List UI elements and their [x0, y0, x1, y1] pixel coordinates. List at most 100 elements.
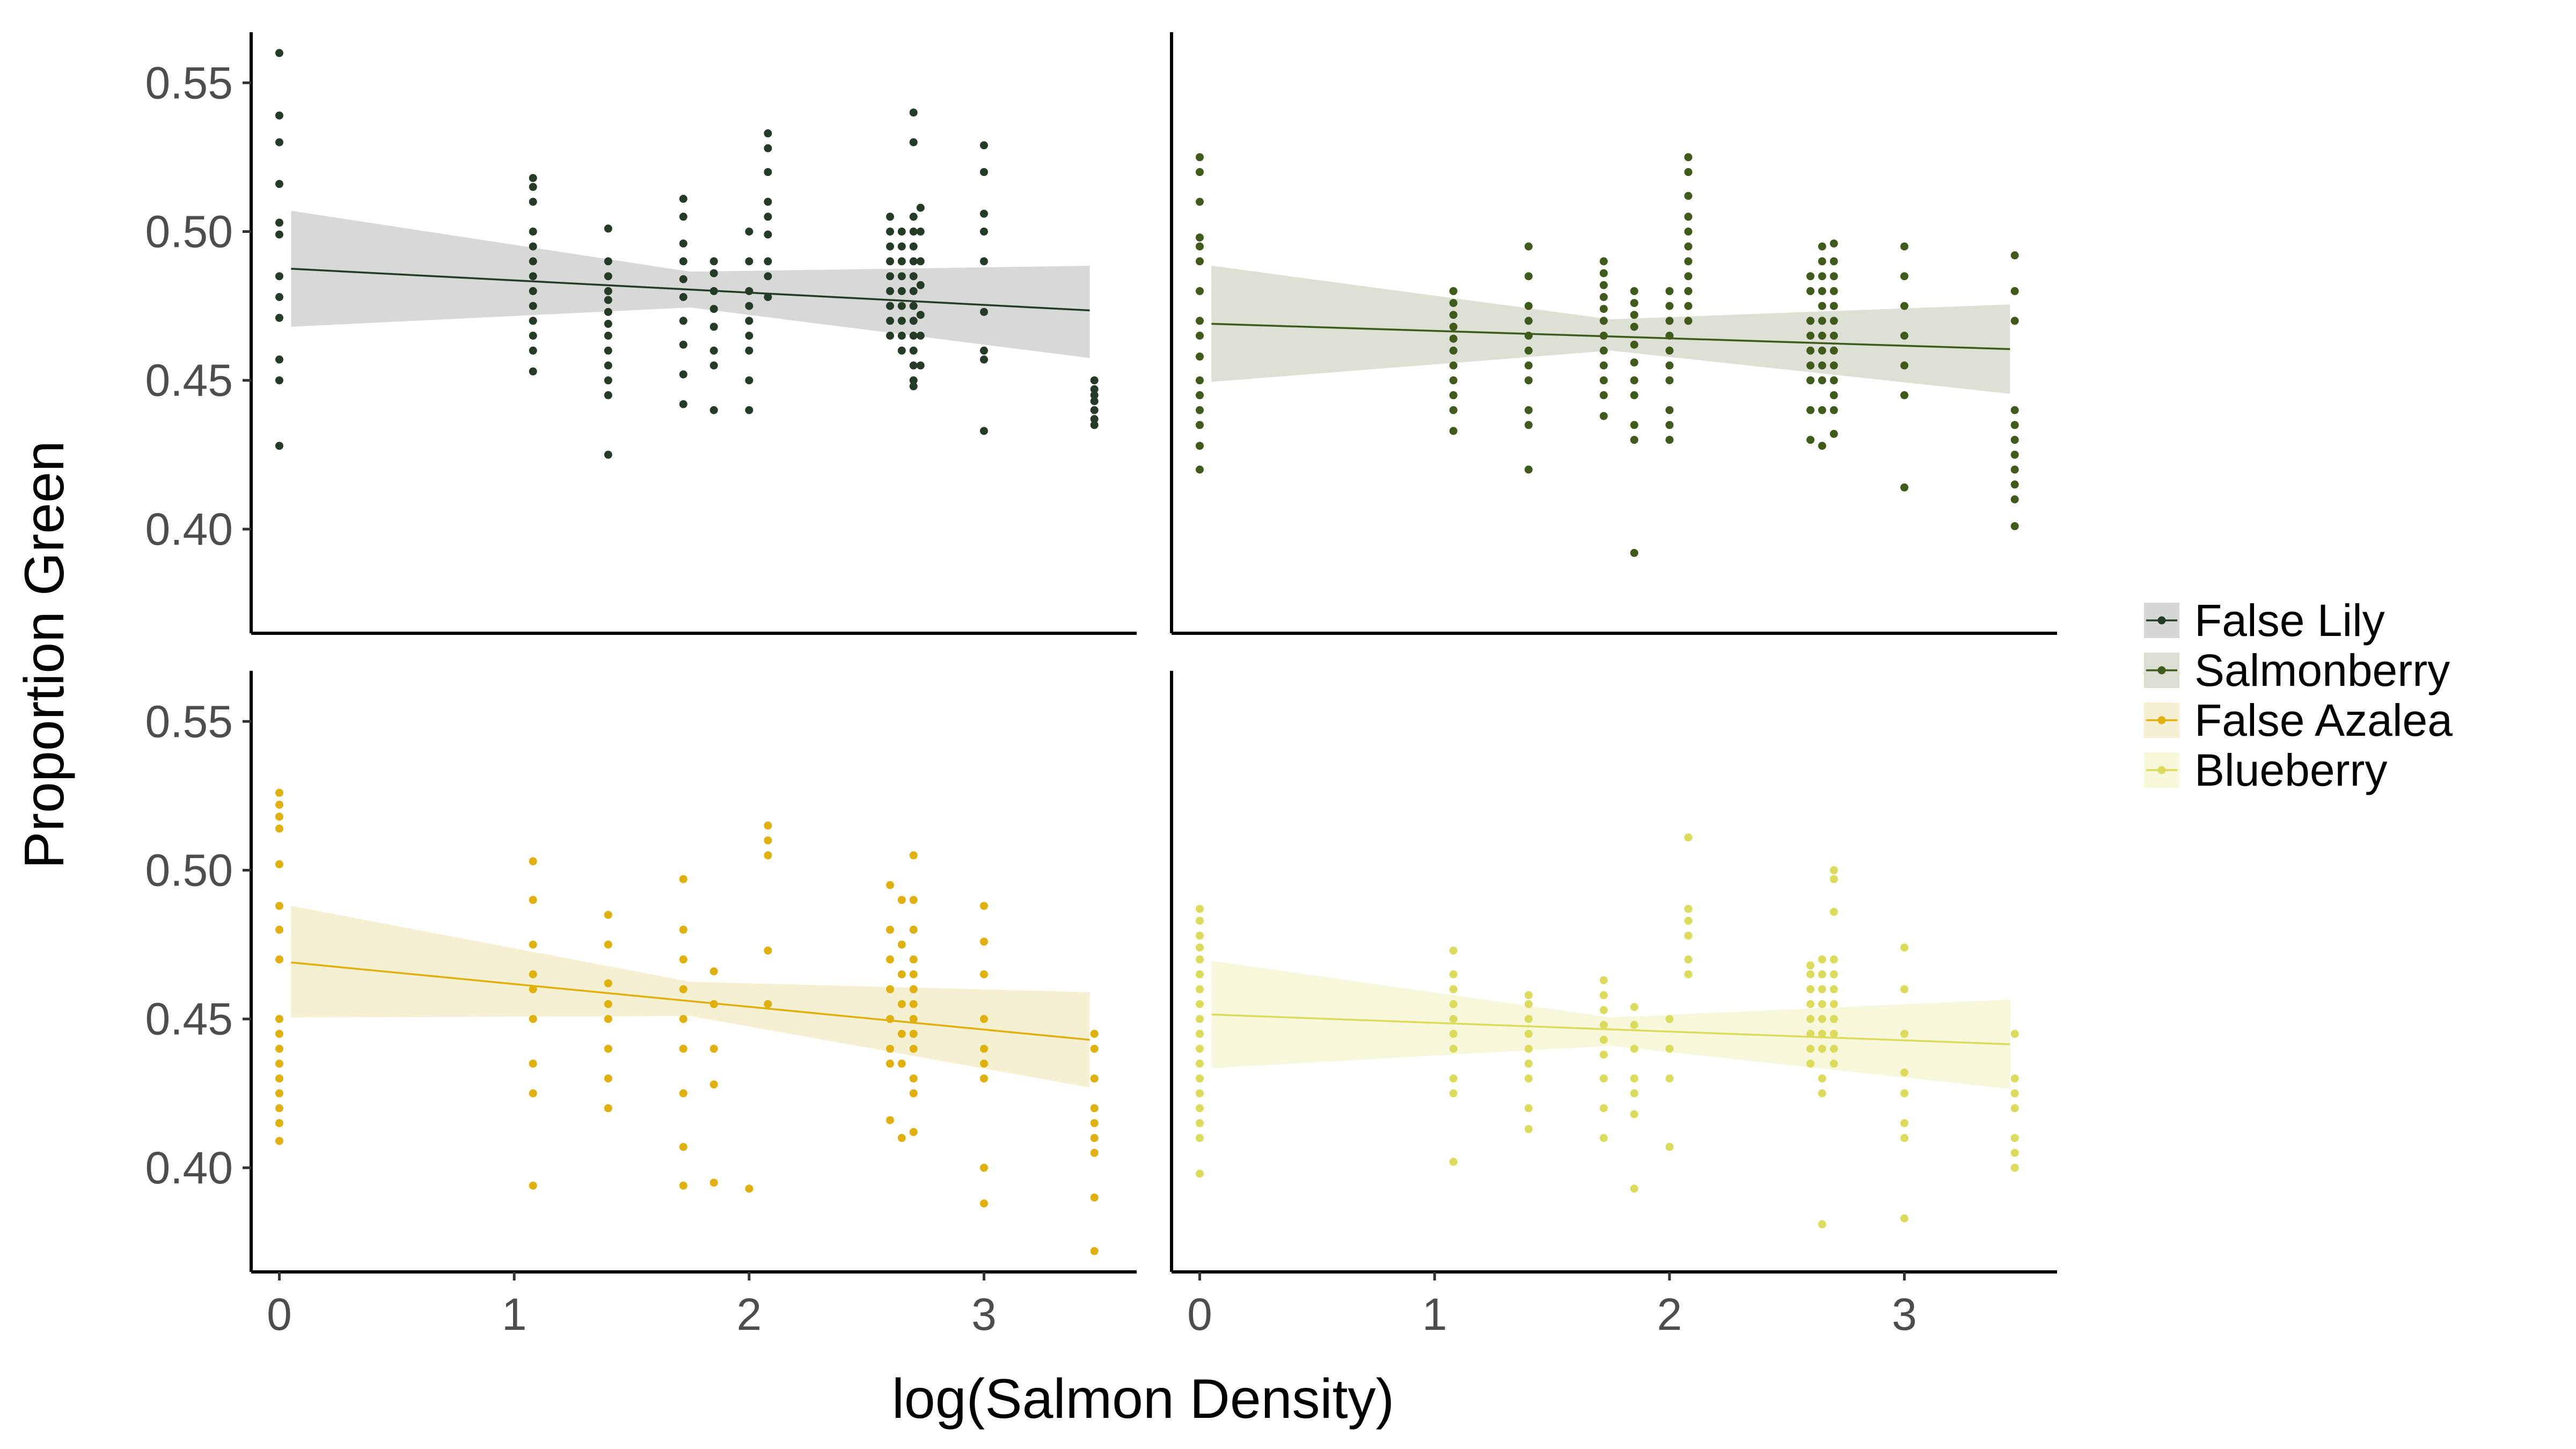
- data-point: [1524, 465, 1533, 474]
- data-point: [529, 287, 537, 295]
- data-point: [604, 346, 612, 355]
- y-tick-label: 0.45: [145, 994, 233, 1044]
- axes: 0.40 0.45 0.50 0.55 0.40 0.45 0.50 0.55 0 1 2 3 0 1 2 3: [145, 32, 2057, 1340]
- data-point: [886, 1015, 894, 1023]
- data-point: [709, 346, 718, 355]
- data-point: [886, 317, 894, 325]
- data-point: [604, 450, 612, 459]
- data-point: [1599, 361, 1608, 370]
- y-tick-label: 0.55: [145, 57, 233, 108]
- data-point: [2010, 522, 2019, 530]
- data-point: [529, 242, 537, 251]
- data-point: [275, 902, 283, 910]
- data-point: [275, 1074, 283, 1083]
- data-point: [1599, 257, 1608, 266]
- data-point: [1090, 421, 1099, 429]
- data-point: [529, 228, 537, 236]
- data-point: [1599, 293, 1608, 301]
- data-point: [275, 1059, 283, 1068]
- data-point: [604, 1000, 612, 1008]
- x-tick-label: 2: [736, 1289, 762, 1340]
- data-point: [897, 1000, 906, 1008]
- data-point: [2010, 1074, 2019, 1083]
- data-point: [1818, 1015, 1826, 1023]
- data-point: [1806, 376, 1814, 385]
- data-point: [1900, 1134, 1908, 1142]
- data-point: [980, 1015, 988, 1023]
- data-point: [1196, 376, 1204, 385]
- data-point: [275, 313, 283, 322]
- data-point: [1806, 346, 1814, 355]
- data-point: [679, 195, 687, 203]
- data-point: [1818, 985, 1826, 993]
- data-point: [1524, 346, 1533, 355]
- data-point: [1196, 317, 1204, 325]
- data-point: [1630, 421, 1638, 429]
- data-point: [745, 302, 753, 310]
- data-point: [886, 881, 894, 889]
- data-point: [679, 875, 687, 883]
- data-point: [2010, 480, 2019, 489]
- data-point: [1900, 483, 1908, 492]
- data-point: [909, 376, 918, 385]
- data-point: [1818, 970, 1826, 978]
- data-point: [1684, 257, 1693, 266]
- data-point: [886, 1044, 894, 1053]
- data-point: [1818, 346, 1826, 355]
- data-point: [275, 442, 283, 450]
- data-point: [1806, 1059, 1814, 1068]
- data-point: [886, 302, 894, 310]
- data-point: [909, 317, 918, 325]
- data-point: [897, 332, 906, 340]
- data-point: [909, 851, 918, 860]
- data-point: [1900, 242, 1908, 251]
- data-point: [1196, 1089, 1204, 1097]
- data-point: [1829, 346, 1838, 355]
- data-point: [1818, 442, 1826, 450]
- data-point: [1449, 970, 1458, 978]
- data-point: [1090, 1247, 1099, 1255]
- data-point: [1665, 436, 1674, 444]
- data-point: [1900, 272, 1908, 281]
- data-point: [1196, 1074, 1204, 1083]
- data-point: [1196, 955, 1204, 964]
- data-point: [1449, 1000, 1458, 1008]
- data-point: [980, 1059, 988, 1068]
- data-point: [1090, 1044, 1099, 1053]
- data-point: [709, 323, 718, 331]
- data-point: [980, 1199, 988, 1208]
- data-point: [1599, 281, 1608, 289]
- data-point: [1630, 1074, 1638, 1083]
- data-point: [679, 213, 687, 221]
- data-point: [1196, 233, 1204, 242]
- data-point: [275, 1029, 283, 1038]
- data-point: [275, 272, 283, 281]
- data-point: [897, 228, 906, 236]
- data-point: [909, 213, 918, 221]
- data-point: [1524, 1044, 1533, 1053]
- data-point: [886, 287, 894, 295]
- data-point: [1449, 427, 1458, 435]
- data-point: [1524, 1074, 1533, 1083]
- data-point: [1829, 257, 1838, 266]
- data-point: [1449, 1158, 1458, 1166]
- data-point: [886, 925, 894, 934]
- x-tick-label: 1: [502, 1289, 527, 1340]
- data-point: [1524, 1029, 1533, 1038]
- data-point: [1806, 361, 1814, 370]
- data-point: [1818, 317, 1826, 325]
- data-point: [909, 985, 918, 993]
- data-point: [1829, 1044, 1838, 1053]
- data-point: [275, 1119, 283, 1128]
- data-point: [1196, 153, 1204, 162]
- data-point: [1196, 917, 1204, 925]
- data-point: [1684, 302, 1693, 310]
- data-point: [1599, 1074, 1608, 1083]
- data-point: [1090, 1134, 1099, 1142]
- data-point: [764, 821, 772, 830]
- data-point: [1630, 1021, 1638, 1029]
- data-point: [909, 272, 918, 281]
- legend-key-point: [2157, 666, 2166, 675]
- data-point: [1665, 1143, 1674, 1151]
- data-point: [1599, 305, 1608, 313]
